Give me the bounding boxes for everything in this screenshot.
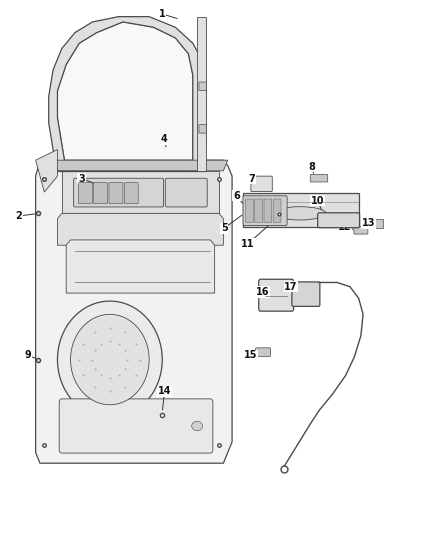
Text: 11: 11	[240, 239, 254, 249]
FancyBboxPatch shape	[78, 182, 92, 204]
FancyBboxPatch shape	[124, 182, 138, 204]
Polygon shape	[40, 160, 228, 171]
Text: 4: 4	[161, 134, 168, 144]
Polygon shape	[197, 17, 206, 171]
Text: 6: 6	[233, 191, 240, 201]
Text: 16: 16	[256, 287, 269, 297]
Ellipse shape	[274, 207, 326, 220]
Text: 13: 13	[362, 218, 375, 228]
Text: 12: 12	[338, 222, 351, 232]
Text: 3: 3	[78, 174, 85, 184]
FancyBboxPatch shape	[74, 178, 163, 207]
Text: 14: 14	[158, 386, 171, 397]
Polygon shape	[57, 22, 193, 171]
FancyBboxPatch shape	[199, 125, 206, 133]
Polygon shape	[62, 171, 219, 213]
Ellipse shape	[57, 301, 162, 418]
Polygon shape	[57, 213, 223, 245]
FancyBboxPatch shape	[259, 279, 293, 311]
Text: 9: 9	[265, 206, 272, 216]
Ellipse shape	[192, 421, 203, 431]
FancyBboxPatch shape	[246, 199, 254, 222]
FancyBboxPatch shape	[292, 282, 320, 306]
Text: 17: 17	[284, 282, 298, 292]
Text: 5: 5	[221, 223, 228, 233]
FancyBboxPatch shape	[255, 199, 263, 222]
Ellipse shape	[71, 314, 149, 405]
Text: 10: 10	[311, 196, 324, 206]
Text: 8: 8	[308, 161, 315, 172]
FancyBboxPatch shape	[256, 348, 271, 357]
Polygon shape	[49, 17, 206, 171]
Text: 15: 15	[244, 350, 258, 360]
FancyBboxPatch shape	[310, 174, 328, 182]
FancyBboxPatch shape	[264, 199, 272, 222]
Text: 9: 9	[25, 350, 31, 360]
Polygon shape	[35, 150, 57, 192]
FancyBboxPatch shape	[243, 196, 287, 225]
Text: 2: 2	[16, 211, 22, 221]
FancyBboxPatch shape	[109, 182, 123, 204]
Polygon shape	[35, 160, 232, 463]
FancyBboxPatch shape	[318, 213, 360, 228]
FancyBboxPatch shape	[165, 178, 207, 207]
FancyBboxPatch shape	[251, 176, 272, 191]
FancyBboxPatch shape	[199, 82, 206, 91]
FancyBboxPatch shape	[273, 199, 281, 222]
FancyBboxPatch shape	[94, 182, 108, 204]
Text: 7: 7	[249, 174, 255, 184]
Polygon shape	[66, 240, 215, 293]
FancyBboxPatch shape	[371, 219, 383, 228]
Polygon shape	[243, 193, 359, 227]
FancyBboxPatch shape	[59, 399, 213, 453]
FancyBboxPatch shape	[354, 227, 368, 234]
Text: 1: 1	[159, 9, 166, 19]
